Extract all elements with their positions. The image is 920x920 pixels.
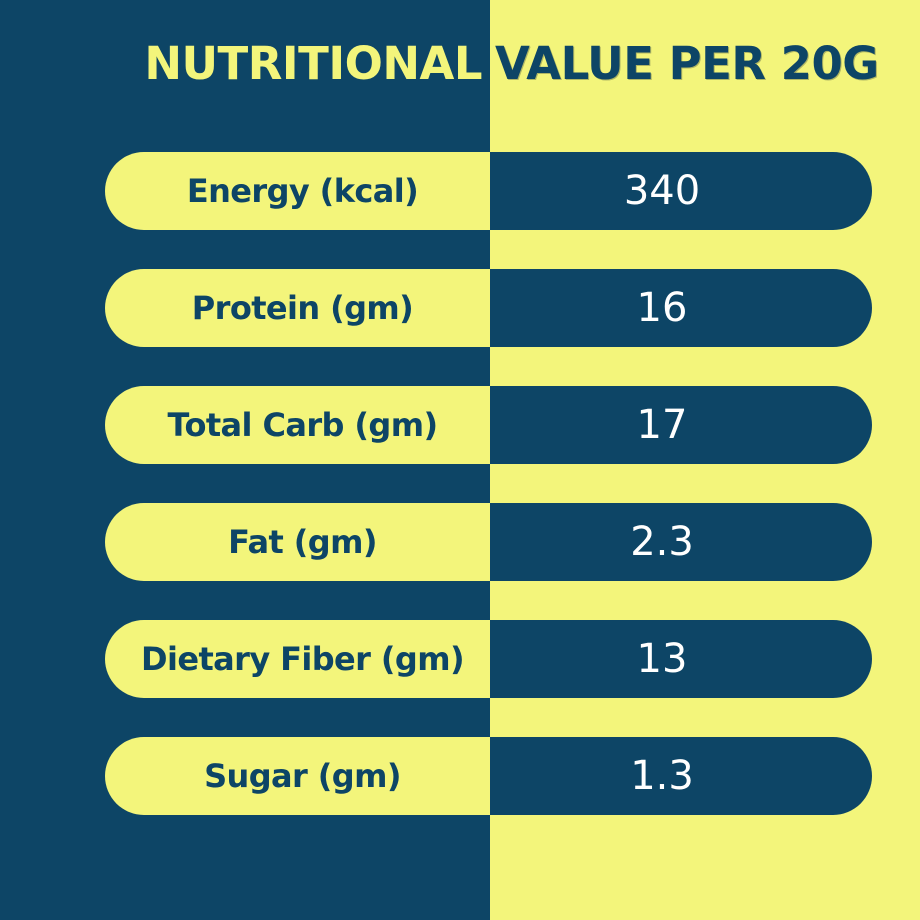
row-value: 1.3 [490,737,872,815]
nutrition-row-total-carb: Total Carb (gm) 17 [0,386,920,464]
row-label: Total Carb (gm) [105,386,500,464]
row-label: Sugar (gm) [105,737,500,815]
title-part-left: NUTRITIONAL [144,37,482,90]
row-label: Energy (kcal) [105,152,500,230]
row-value: 16 [490,269,872,347]
row-value: 13 [490,620,872,698]
nutrition-row-sugar: Sugar (gm) 1.3 [0,737,920,815]
nutrition-row-fat: Fat (gm) 2.3 [0,503,920,581]
page-title: NUTRITIONAL VALUE PER 20G [0,36,920,96]
row-value: 340 [490,152,872,230]
row-label: Protein (gm) [105,269,500,347]
nutrition-row-protein: Protein (gm) 16 [0,269,920,347]
nutrition-row-energy: Energy (kcal) 340 [0,152,920,230]
nutrition-row-dietary-fiber: Dietary Fiber (gm) 13 [0,620,920,698]
title-part-right: VALUE PER 20G [495,37,879,90]
row-value: 2.3 [490,503,872,581]
row-value: 17 [490,386,872,464]
row-label: Fat (gm) [105,503,500,581]
row-label: Dietary Fiber (gm) [105,620,500,698]
